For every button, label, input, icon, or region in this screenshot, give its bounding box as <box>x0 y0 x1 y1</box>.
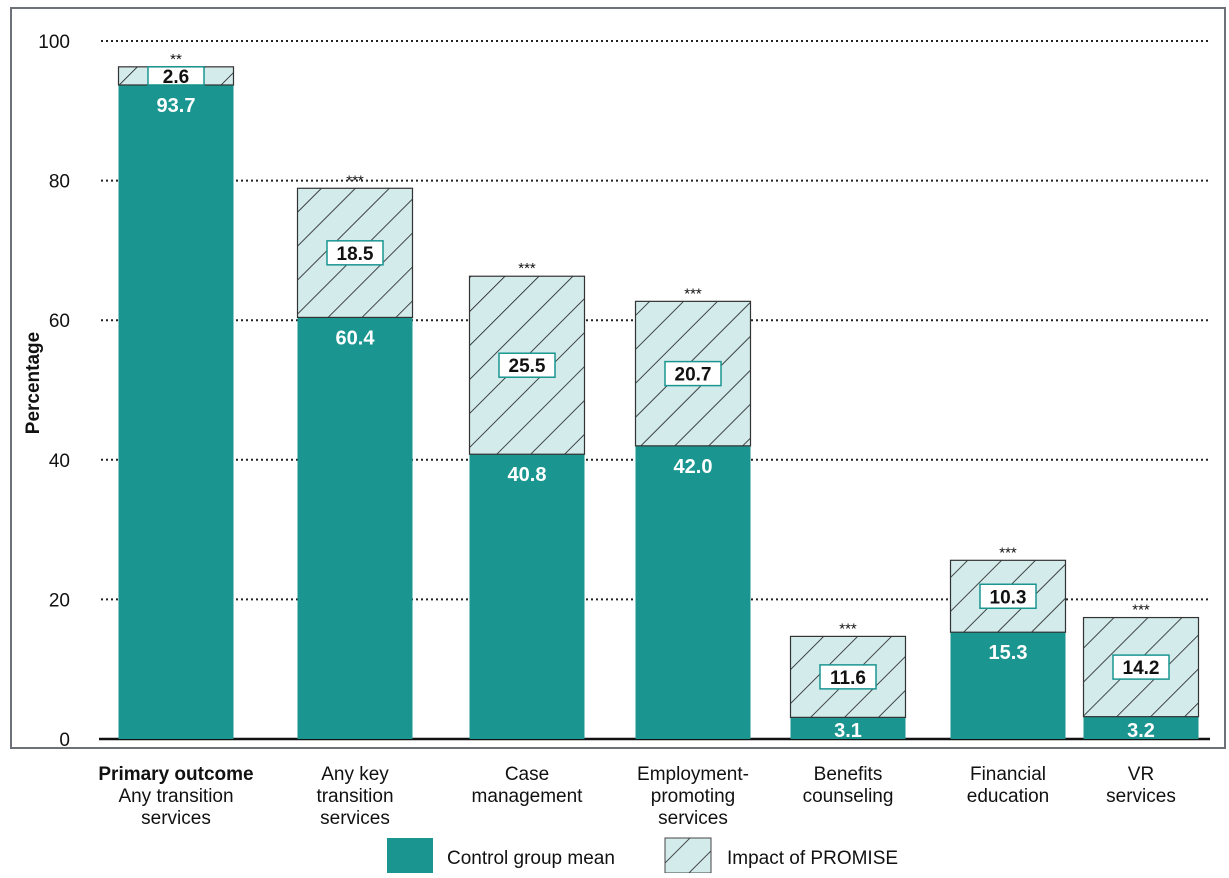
impact-value-box <box>326 240 384 266</box>
x-category-label: services <box>1106 786 1176 807</box>
significance-marker: *** <box>684 285 702 302</box>
significance-marker: ** <box>170 51 182 68</box>
impact-value-box <box>1112 654 1170 680</box>
y-tick-label: 80 <box>49 172 70 193</box>
control-value-label: 15.3 <box>989 642 1028 664</box>
legend-label-impact: Impact of PROMISE <box>727 848 898 869</box>
labels-layer: 93.7 2.6** 60.4 18.5 *** 40.8 25.5 *** 42.0 20.7 *… <box>147 51 1170 742</box>
x-category-label: Any transition <box>118 786 233 807</box>
legend-swatch-control <box>387 838 433 873</box>
impact-value-box <box>979 583 1037 610</box>
impact-value-box <box>498 352 556 378</box>
significance-marker: *** <box>839 620 857 637</box>
x-category-label: VR <box>1128 764 1154 785</box>
x-category-label: Employment- <box>637 764 749 785</box>
impact-value-label: 2.6 <box>163 67 189 88</box>
bar-control <box>469 454 585 739</box>
significance-marker: *** <box>518 260 536 277</box>
impact-value-label: 20.7 <box>675 365 712 386</box>
x-category-label: services <box>320 808 390 829</box>
bar-control <box>790 717 906 739</box>
impact-value-box <box>147 66 205 86</box>
significance-marker: *** <box>346 172 364 189</box>
impact-value-box <box>819 664 877 690</box>
control-value-label: 60.4 <box>336 327 376 349</box>
x-category-label: Benefits <box>814 764 883 785</box>
control-value-label: 3.1 <box>834 720 862 742</box>
impact-value-label: 18.5 <box>337 244 374 265</box>
bar-control <box>297 317 413 739</box>
control-value-label: 3.2 <box>1127 720 1155 742</box>
legend: Control group mean Impact of PROMISE <box>387 837 898 874</box>
x-category-label: management <box>472 786 584 807</box>
control-value-label: 42.0 <box>674 456 713 478</box>
y-axis-label: Percentage <box>23 332 44 434</box>
plot-frame <box>10 7 1226 749</box>
x-category-label: education <box>967 786 1049 807</box>
bars-layer <box>117 66 1200 739</box>
impact-value-label: 25.5 <box>509 356 546 377</box>
x-category-label: counseling <box>803 786 894 807</box>
x-category-label: promoting <box>651 786 736 807</box>
bar-control <box>950 632 1066 739</box>
x-category-label: transition <box>316 786 393 807</box>
y-tick-label: 0 <box>59 730 70 751</box>
y-tick-label: 40 <box>49 451 70 472</box>
bar-control <box>1083 716 1199 739</box>
impact-value-label: 11.6 <box>830 668 866 689</box>
x-category-label: services <box>141 808 211 829</box>
significance-marker: *** <box>1132 602 1150 619</box>
x-category-label: Case <box>505 764 549 785</box>
legend-swatch-impact <box>664 837 712 874</box>
control-value-label: 40.8 <box>508 464 547 486</box>
x-category-label: services <box>658 808 728 829</box>
x-category-label-bold: Primary outcome <box>98 764 253 785</box>
bar-control <box>635 445 751 739</box>
control-value-label: 93.7 <box>157 95 196 117</box>
x-category-label: Any key <box>321 764 389 785</box>
impact-value-box <box>664 360 722 387</box>
significance-marker: *** <box>999 544 1017 561</box>
bar-control <box>118 84 234 739</box>
x-category-label: Financial <box>970 764 1046 785</box>
impact-value-label: 14.2 <box>1123 658 1160 679</box>
impact-value-label: 10.3 <box>990 587 1027 608</box>
y-tick-label: 100 <box>38 32 70 53</box>
y-tick-label: 20 <box>49 590 70 611</box>
legend-label-control: Control group mean <box>447 848 615 869</box>
y-tick-label: 60 <box>49 311 70 332</box>
